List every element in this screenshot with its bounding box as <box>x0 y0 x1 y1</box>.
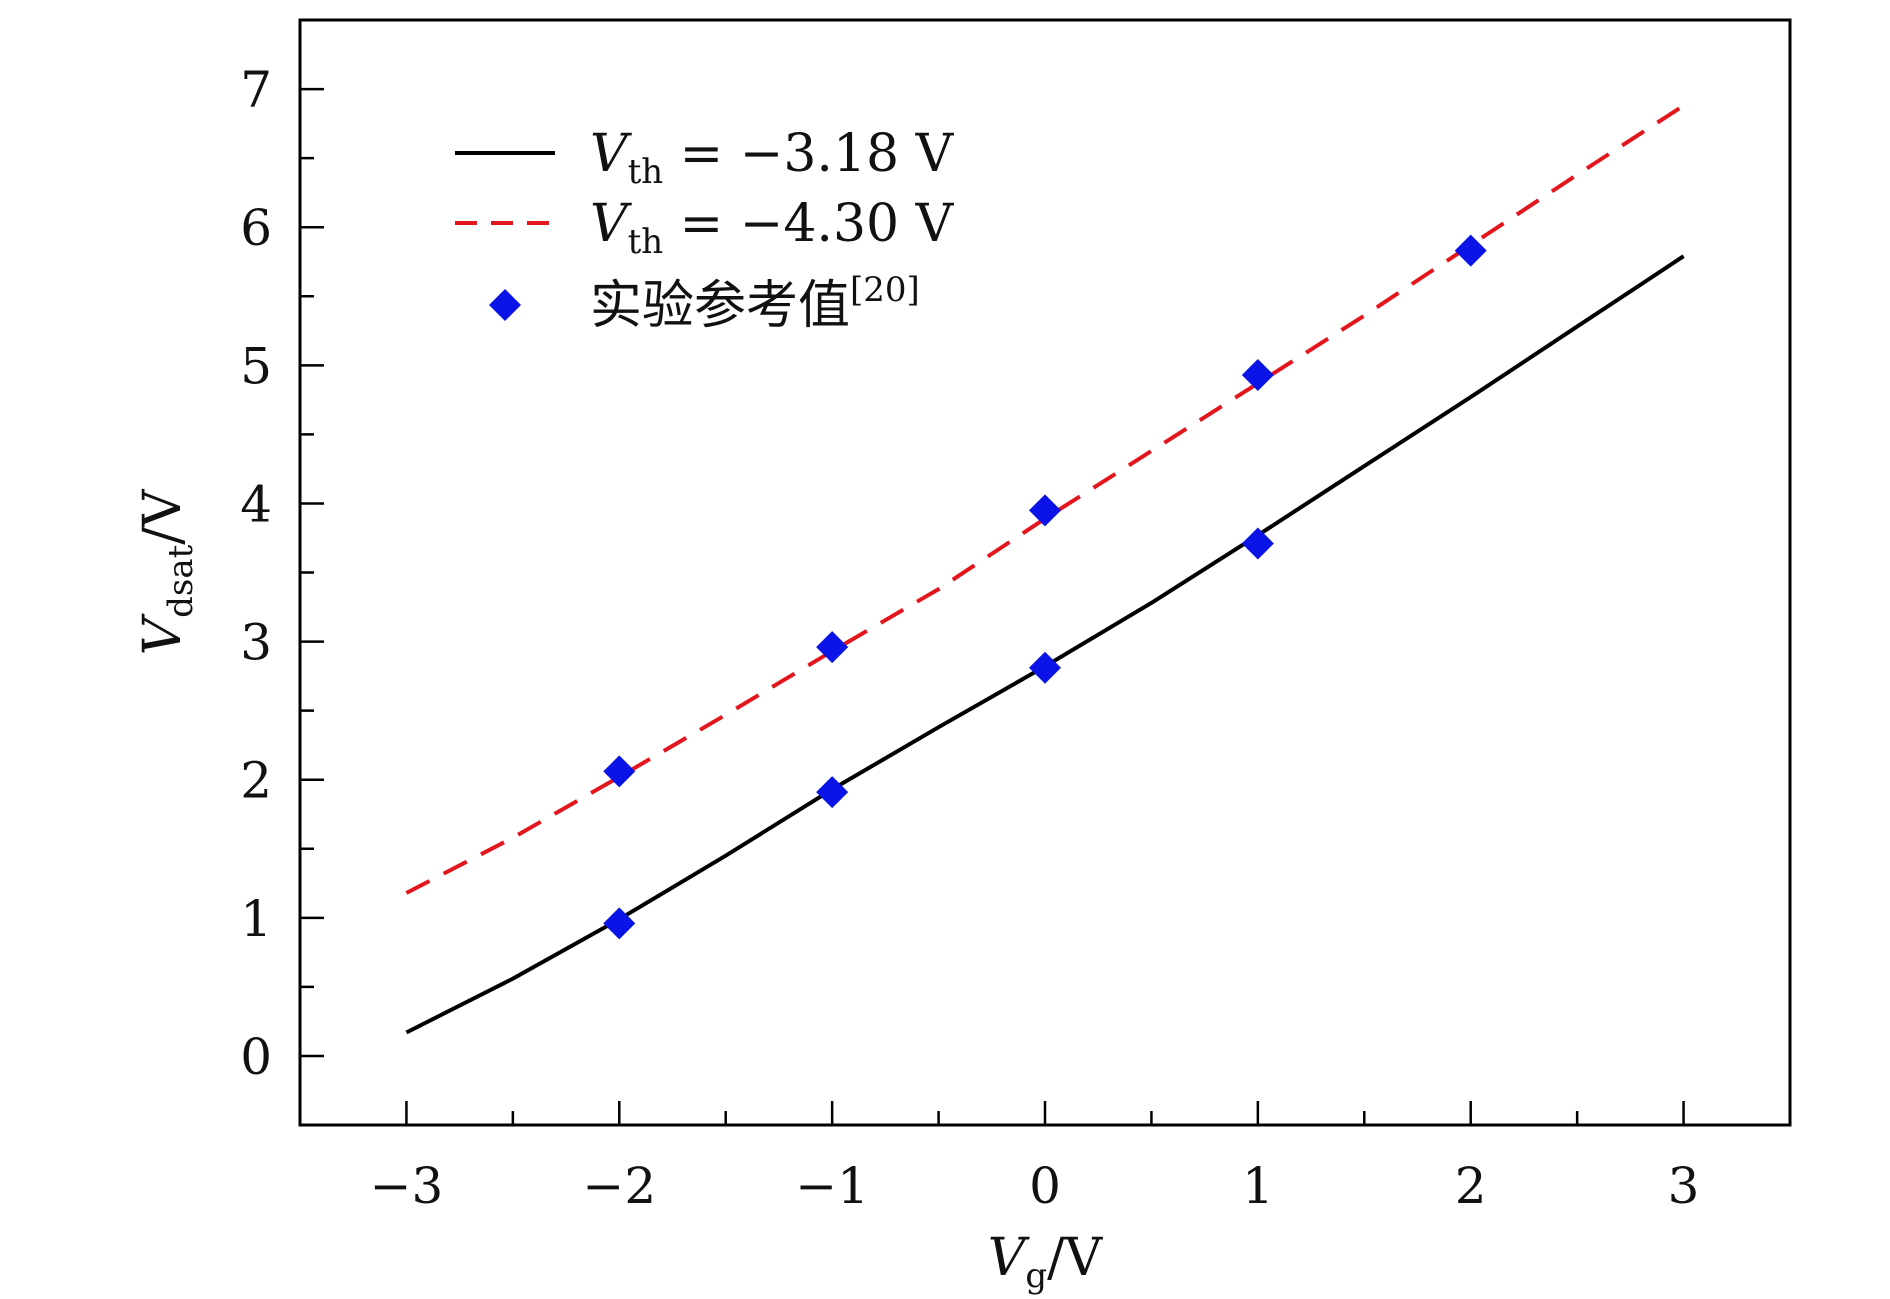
x-tick-label: 3 <box>1668 1157 1700 1215</box>
data-point-diamond <box>1454 234 1487 267</box>
legend-label-rest: = −4.30 V <box>663 194 955 254</box>
legend-label-sub: th <box>628 222 664 262</box>
data-point-diamond <box>816 776 849 809</box>
x-tick-label: −3 <box>370 1157 444 1215</box>
data-point-diamond <box>1029 494 1061 527</box>
plot-area <box>405 103 1685 1035</box>
x-tick-label: −1 <box>795 1157 869 1215</box>
y-tick-label: 3 <box>240 614 272 672</box>
data-point-diamond <box>603 907 636 940</box>
legend-label-1: Vth = −4.30 V <box>590 194 955 262</box>
y-axis-label-unit: /V <box>133 488 193 545</box>
legend-label-sup: [20] <box>850 270 920 310</box>
legend-label-main: 实验参考值 <box>590 276 850 336</box>
legend-label-main: V <box>590 194 632 254</box>
legend-label-rest: = −3.18 V <box>663 124 955 184</box>
y-tick-label: 5 <box>240 337 272 395</box>
y-axis-label-main: V <box>133 613 193 655</box>
y-tick-label: 2 <box>240 752 272 810</box>
legend-label-0: Vth = −3.18 V <box>590 124 955 192</box>
y-axis-label-sub: dsat <box>161 544 201 617</box>
y-axis-label: Vdsat/V <box>133 488 201 655</box>
y-tick-label: 7 <box>240 61 272 119</box>
data-point-diamond <box>816 631 849 664</box>
y-tick-label: 4 <box>240 475 272 533</box>
data-point-diamond <box>1241 358 1274 391</box>
data-point-diamond <box>1029 651 1061 684</box>
x-axis-label: Vg/V <box>988 1228 1104 1296</box>
x-tick-label: 2 <box>1455 1157 1487 1215</box>
data-point-diamond <box>1241 527 1274 560</box>
legend-marker-diamond <box>489 289 521 321</box>
x-tick-label: 0 <box>1029 1157 1061 1215</box>
plot-frame <box>298 18 1792 1127</box>
y-tick-label: 6 <box>240 199 272 257</box>
x-tick-label: 1 <box>1242 1157 1274 1215</box>
x-axis-label-main: V <box>988 1228 1030 1288</box>
series-line-0 <box>405 254 1685 1035</box>
y-tick-label: 0 <box>240 1028 272 1086</box>
legend-label-sub: th <box>628 152 664 192</box>
legend-label-2: 实验参考值[20] <box>590 270 920 336</box>
legend-label-main: V <box>590 124 632 184</box>
data-point-diamond <box>603 755 636 788</box>
x-axis-label-sub: g <box>1025 1256 1047 1296</box>
x-axis-label-unit: /V <box>1047 1228 1104 1288</box>
y-tick-label: 1 <box>240 890 272 948</box>
x-tick-label: −2 <box>582 1157 656 1215</box>
